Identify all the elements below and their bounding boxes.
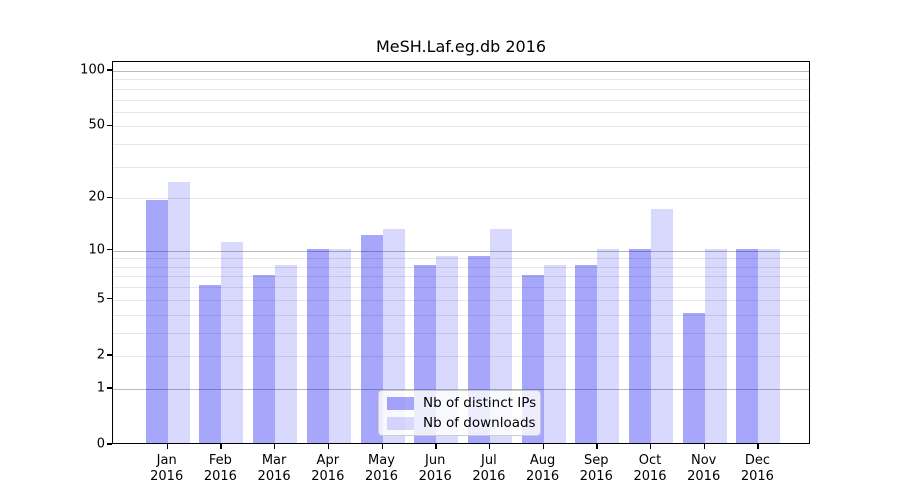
x-tick-mark-feb [220, 444, 222, 449]
x-tick-mark-aug [542, 444, 544, 449]
bar-may-ips [360, 235, 383, 443]
x-tick-label-sep: Sep 2016 [579, 453, 613, 484]
x-tick-mark-sep [596, 444, 598, 449]
bar-jul-downloads [489, 229, 512, 443]
gridline-90 [113, 79, 809, 81]
legend-label-distinct-ips: Nb of distinct IPs [423, 395, 537, 411]
bar-feb-ips [199, 285, 222, 443]
x-tick-label-jan: Jan 2016 [150, 453, 184, 484]
y-tick-mark-10 [107, 248, 112, 251]
gridline-5 [113, 299, 809, 301]
plot-area [112, 61, 810, 444]
gridline-2 [113, 355, 809, 357]
x-tick-label-mar: Mar 2016 [257, 453, 291, 484]
bar-apr-ips [306, 248, 329, 443]
y-tick-label-0: 0 [96, 436, 105, 452]
x-tick-mark-jun [435, 444, 437, 449]
x-tick-label-may: May 2016 [364, 453, 399, 484]
x-tick-label-jun: Jun 2016 [418, 453, 452, 484]
bar-dec-downloads [758, 248, 781, 443]
bar-jan-downloads [167, 182, 190, 443]
y-tick-label-50: 50 [88, 117, 105, 133]
legend-item-distinct-ips: Nb of distinct IPs [387, 395, 536, 411]
y-tick-label-10: 10 [88, 242, 105, 258]
x-tick-label-dec: Dec 2016 [740, 453, 774, 484]
x-tick-label-oct: Oct 2016 [633, 453, 667, 484]
y-tick-label-2: 2 [96, 347, 105, 363]
y-tick-mark-50 [107, 124, 112, 127]
bar-oct-ips [629, 248, 651, 443]
y-tick-mark-5 [107, 298, 112, 300]
gridline-6 [113, 287, 809, 289]
y-tick-mark-2 [107, 354, 112, 356]
chart-title: MeSH.Laf.eg.db 2016 [375, 37, 547, 56]
bar-sep-downloads [597, 248, 620, 443]
gridline-60 [113, 111, 809, 113]
x-tick-mark-may [381, 444, 383, 449]
bar-mar-downloads [275, 264, 298, 443]
legend-item-downloads: Nb of downloads [387, 415, 536, 431]
bar-sep-ips [575, 264, 598, 443]
gridline-20 [113, 198, 809, 200]
x-tick-mark-nov [703, 444, 706, 449]
x-tick-mark-mar [274, 444, 276, 449]
y-tick-mark-20 [107, 196, 112, 198]
y-tick-mark-1 [107, 387, 112, 389]
gridline-9 [113, 258, 809, 260]
bar-nov-ips [682, 312, 705, 443]
gridline-8 [113, 266, 809, 268]
bar-nov-downloads [704, 248, 727, 443]
bar-mar-ips [253, 274, 276, 443]
gridline-4 [113, 314, 809, 316]
bar-may-downloads [382, 229, 405, 443]
y-tick-label-20: 20 [88, 189, 105, 205]
x-tick-mark-dec [757, 444, 759, 449]
gridline-10 [113, 250, 809, 252]
x-tick-label-aug: Aug 2016 [526, 453, 560, 484]
x-tick-label-nov: Nov 2016 [687, 453, 721, 484]
gridline-30 [113, 166, 809, 168]
y-tick-label-100: 100 [80, 62, 105, 78]
legend-swatch-downloads [387, 416, 414, 430]
bar-aug-downloads [543, 264, 566, 443]
bar-feb-downloads [221, 241, 244, 443]
gridline-1 [113, 388, 809, 390]
gridline-70 [113, 99, 809, 101]
legend: Nb of distinct IPs Nb of downloads [378, 390, 541, 436]
bar-apr-downloads [328, 248, 351, 443]
x-tick-label-apr: Apr 2016 [311, 453, 345, 484]
x-tick-mark-jan [166, 444, 169, 449]
bar-jan-ips [145, 200, 168, 443]
gridline-80 [113, 88, 809, 90]
y-tick-mark-0 [107, 443, 112, 445]
bar-dec-ips [736, 248, 759, 443]
y-tick-label-1: 1 [96, 380, 105, 396]
legend-swatch-distinct-ips [387, 396, 414, 410]
bar-oct-downloads [651, 208, 673, 443]
y-tick-mark-100 [107, 69, 112, 71]
gridline-7 [113, 276, 809, 278]
x-tick-mark-apr [327, 444, 330, 449]
x-tick-label-jul: Jul 2016 [472, 453, 506, 484]
gridline-50 [113, 126, 809, 128]
gridline-40 [113, 144, 809, 146]
gridline-100 [113, 71, 809, 72]
gridline-3 [113, 332, 809, 334]
x-tick-mark-jul [488, 444, 491, 449]
x-tick-mark-oct [650, 444, 652, 449]
legend-label-downloads: Nb of downloads [423, 415, 536, 431]
x-tick-label-feb: Feb 2016 [203, 453, 237, 484]
y-tick-label-5: 5 [96, 291, 105, 307]
